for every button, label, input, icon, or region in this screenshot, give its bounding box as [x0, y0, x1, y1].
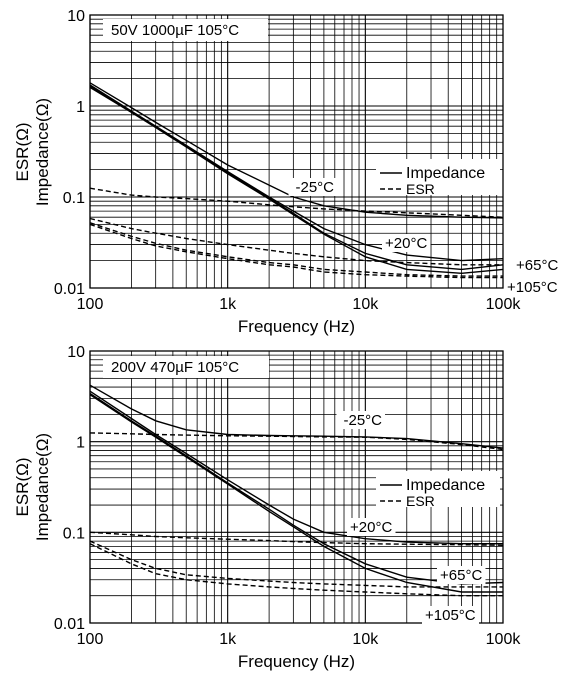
esr-curve — [89, 223, 503, 279]
esr-curve — [89, 543, 503, 597]
y-tick-label: 1 — [76, 435, 85, 452]
x-tick-label: 10k — [352, 631, 379, 648]
plot-frame — [89, 14, 504, 289]
temp-label-bg — [336, 411, 385, 429]
temp-label-bg — [288, 178, 337, 196]
temp-label: +20°C — [385, 235, 427, 252]
temp-label: +20°C — [350, 519, 392, 536]
y-tick-label: 0.1 — [63, 525, 85, 542]
x-tick-label: 1k — [219, 296, 237, 313]
temp-label-bg — [437, 566, 486, 584]
x-tick-label: 100k — [486, 296, 522, 313]
chart-panel-2: 100 1k 10k 100k 0.01 0.1 1 10 Frequency (Hz) ESR(… — [13, 344, 521, 671]
impedance-curve — [89, 86, 504, 275]
temp-label: -25°C — [295, 179, 334, 196]
temp-label-bg — [382, 234, 431, 252]
y-tick-label: 1 — [76, 99, 85, 116]
temp-label-bg — [347, 518, 396, 536]
y-tick-label: 0.1 — [63, 190, 85, 207]
esr-curve — [89, 217, 503, 266]
x-axis-label: Frequency (Hz) — [238, 652, 355, 671]
y-axis-label: ESR(Ω)Impedance(Ω) — [13, 98, 52, 206]
temp-label: -25°C — [343, 412, 382, 429]
legend-label: ESR — [406, 493, 435, 509]
x-tick-label: 10k — [352, 296, 379, 313]
temp-label-bg — [513, 256, 562, 274]
y-axis-label-line: Impedance(Ω) — [33, 433, 52, 541]
impedance-curve — [89, 394, 503, 593]
legend-label: ESR — [406, 181, 435, 197]
x-tick-label: 100 — [77, 296, 104, 313]
temp-label: +105°C — [425, 607, 476, 624]
esr-curve — [89, 540, 503, 588]
x-tick-label: 100k — [486, 631, 522, 648]
y-axis-label-line: Impedance(Ω) — [33, 98, 52, 206]
temp-label: +65°C — [440, 567, 482, 584]
impedance-curve — [89, 384, 504, 449]
plot-frame — [89, 350, 504, 624]
y-axis-label-line: ESR(Ω) — [13, 123, 32, 182]
temp-label: +105°C — [507, 279, 558, 296]
y-tick-label: 10 — [67, 8, 85, 25]
x-tick-label: 100 — [77, 631, 104, 648]
temp-label-bg — [504, 278, 561, 296]
legend-label: Impedance — [406, 477, 485, 494]
temp-label-bg — [422, 606, 479, 624]
y-tick-label: 0.01 — [54, 616, 85, 633]
legend-label: Impedance — [406, 165, 485, 182]
title-box — [103, 356, 269, 378]
chart-title: 50V 1000µF 105°C — [111, 22, 239, 39]
chart-panel-1: 100 1k 10k 100k 0.01 0.1 1 10 Frequency (Hz) ESR(… — [13, 8, 562, 336]
title-box — [103, 19, 268, 41]
y-tick-label: 10 — [67, 344, 85, 361]
chart-title: 200V 470µF 105°C — [111, 359, 239, 376]
x-axis-label: Frequency (Hz) — [238, 317, 355, 336]
grid — [89, 15, 503, 289]
temp-label: +65°C — [516, 257, 558, 274]
y-axis-label-line: ESR(Ω) — [13, 458, 32, 517]
impedance-curve — [89, 392, 504, 585]
y-tick-label: 0.01 — [54, 281, 85, 298]
impedance-curve — [89, 82, 504, 219]
esr-curve — [89, 187, 504, 218]
esr-curve — [89, 222, 503, 277]
y-axis-label: ESR(Ω)Impedance(Ω) — [13, 433, 52, 541]
x-tick-label: 1k — [219, 631, 237, 648]
impedance-curve — [89, 390, 503, 545]
